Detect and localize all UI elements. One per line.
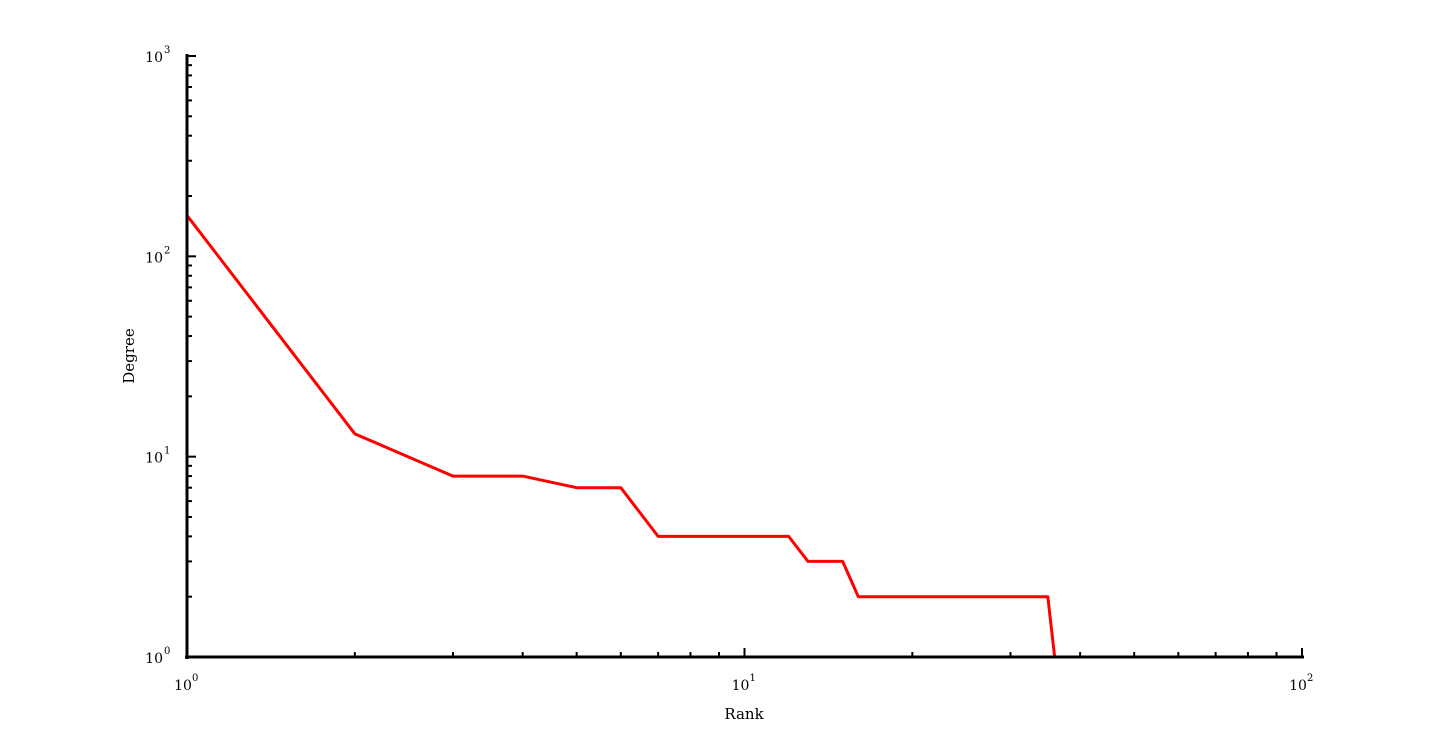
axes-layer: 10 010 110 210 310 0 10 1 10 2 bbox=[145, 45, 1313, 694]
y-tick-base: 10 bbox=[145, 250, 163, 266]
series-line-0 bbox=[185, 214, 1302, 659]
y-tick-exponent: 1 bbox=[164, 446, 170, 457]
x-tick-label: 10 1 bbox=[732, 673, 756, 694]
y-tick-label: 10 2 bbox=[145, 245, 170, 266]
y-tick-label: 10 1 bbox=[145, 446, 170, 467]
x-tick-exponent: 1 bbox=[750, 673, 756, 684]
y-tick-base: 10 bbox=[145, 651, 163, 667]
y-tick-base: 10 bbox=[145, 50, 163, 66]
x-axis-title: Rank bbox=[724, 705, 764, 723]
y-tick-exponent: 2 bbox=[164, 245, 170, 256]
x-tick-exponent: 2 bbox=[1307, 673, 1313, 684]
x-tick-base: 10 bbox=[732, 678, 750, 694]
x-tick-base: 10 bbox=[1289, 678, 1307, 694]
x-tick-exponent: 0 bbox=[192, 673, 198, 684]
y-tick-label: 10 0 bbox=[145, 646, 170, 667]
series-layer bbox=[185, 214, 1302, 659]
x-tick-base: 10 bbox=[174, 678, 192, 694]
y-tick-base: 10 bbox=[145, 451, 163, 467]
x-tick-label: 10 2 bbox=[1289, 673, 1313, 694]
y-tick-label: 10 3 bbox=[145, 45, 170, 66]
y-tick-exponent: 0 bbox=[164, 646, 170, 657]
x-tick-label: 10 0 bbox=[174, 673, 198, 694]
y-tick-exponent: 3 bbox=[164, 45, 170, 56]
labels-layer: Rank Degree bbox=[120, 328, 765, 723]
y-axis-title: Degree bbox=[120, 328, 138, 384]
